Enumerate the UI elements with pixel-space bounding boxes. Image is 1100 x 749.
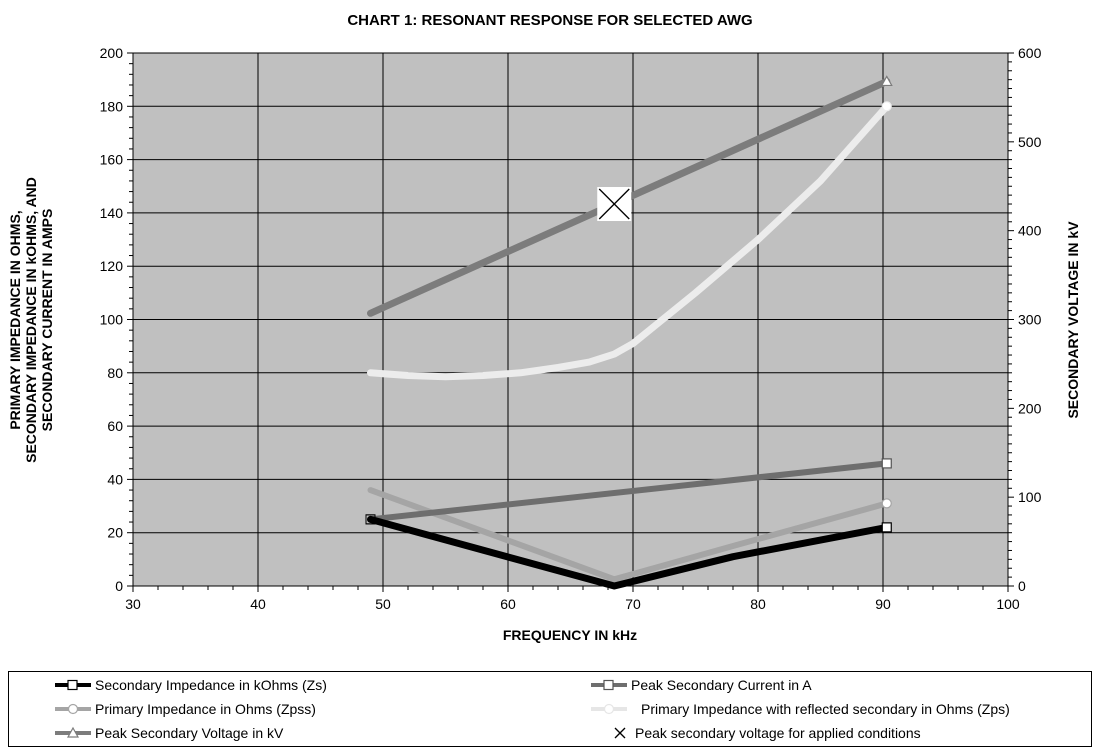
legend-label-primary-impedance: Primary Impedance in Ohms (Zpss) — [95, 701, 316, 717]
x-tick-label: 60 — [500, 596, 516, 612]
y-left-tick-label: 60 — [107, 418, 123, 434]
legend: Secondary Impedance in kOhms (Zs) Peak S… — [8, 671, 1092, 747]
legend-x-marker-icon — [614, 727, 626, 739]
y-right-tick-label: 100 — [1018, 489, 1042, 505]
series-marker-triangle — [880, 75, 893, 87]
y-right-tick-label: 300 — [1018, 312, 1042, 328]
axis-ticks: 30 40 50 60 70 80 90 100 0 20 40 60 80 100 120 140 160 18… — [100, 45, 1042, 612]
y-left-tick-label: 140 — [100, 205, 124, 221]
y-right-label-group: SECONDARY VOLTAGE IN kV — [1065, 221, 1081, 419]
y-left-tick-label: 20 — [107, 525, 123, 541]
series-marker-circle — [881, 498, 892, 509]
y-right-tick-label: 200 — [1018, 400, 1042, 416]
legend-label-peak-secondary-current: Peak Secondary Current in A — [631, 677, 812, 693]
series-line-3 — [367, 102, 891, 381]
x-tick-label: 100 — [996, 596, 1020, 612]
y-right-tick-label: 400 — [1018, 223, 1042, 239]
y-left-tick-label: 100 — [100, 312, 124, 328]
legend-item-peak-secondary-voltage: Peak Secondary Voltage in kV — [53, 722, 283, 744]
legend-item-secondary-impedance: Secondary Impedance in kOhms (Zs) — [53, 674, 327, 696]
y-left-tick-label: 40 — [107, 471, 123, 487]
y-left-label-group: PRIMARY IMPEDANCE IN OHMS, SECONDARY IMP… — [7, 177, 55, 463]
y-left-tick-label: 200 — [100, 45, 124, 61]
y-left-tick-label: 160 — [100, 152, 124, 168]
x-tick-label: 80 — [750, 596, 766, 612]
chart-title: CHART 1: RESONANT RESPONSE FOR SELECTED … — [347, 12, 752, 29]
y-right-tick-label: 600 — [1018, 45, 1042, 61]
y-left-label-line-1: PRIMARY IMPEDANCE IN OHMS, — [7, 210, 23, 429]
y-left-label-line-2: SECONDARY IMPEDANCE IN kOHMS, AND — [23, 177, 39, 463]
x-tick-label: 40 — [250, 596, 266, 612]
x-tick-label: 50 — [375, 596, 391, 612]
legend-label-applied-conditions: Peak secondary voltage for applied condi… — [635, 725, 921, 741]
y-right-tick-label: 500 — [1018, 134, 1042, 150]
legend-line-triangle-gray-icon — [55, 726, 91, 738]
x-tick-label: 30 — [125, 596, 141, 612]
legend-line-circle-gray-icon — [55, 703, 91, 715]
y-left-tick-label: 80 — [107, 365, 123, 381]
legend-item-primary-impedance: Primary Impedance in Ohms (Zpss) — [53, 698, 316, 720]
legend-item-peak-secondary-current: Peak Secondary Current in A — [589, 674, 812, 696]
x-tick-label: 70 — [625, 596, 641, 612]
y-left-tick-label: 180 — [100, 98, 124, 114]
series-layer — [365, 75, 893, 590]
series-marker-square — [881, 522, 892, 533]
legend-label-secondary-impedance: Secondary Impedance in kOhms (Zs) — [95, 677, 327, 693]
series-marker-square — [881, 458, 892, 469]
y-left-tick-label: 0 — [115, 578, 123, 594]
chart: CHART 1: RESONANT RESPONSE FOR SELECTED … — [7, 12, 1081, 643]
x-axis-label: FREQUENCY IN kHz — [503, 627, 637, 643]
legend-line-square-darkgray-icon — [591, 679, 627, 691]
y-right-tick-label: 0 — [1018, 578, 1026, 594]
legend-label-primary-impedance-reflected: Primary Impedance with reflected seconda… — [641, 701, 1010, 717]
y-right-label: SECONDARY VOLTAGE IN kV — [1065, 221, 1081, 419]
applied-conditions-marker-x-stroke — [598, 188, 630, 220]
y-left-label-line-3: SECONDARY CURRENT IN AMPS — [39, 209, 55, 432]
series-line-0 — [367, 515, 891, 590]
gridlines — [133, 53, 1008, 586]
series-marker-circle — [881, 101, 892, 112]
legend-line-circle-lightgray-icon — [591, 703, 627, 715]
legend-item-applied-conditions: Peak secondary voltage for applied condi… — [589, 722, 921, 744]
y-left-tick-label: 120 — [100, 258, 124, 274]
legend-item-primary-impedance-reflected: Primary Impedance with reflected seconda… — [589, 698, 1010, 720]
legend-label-peak-secondary-voltage: Peak Secondary Voltage in kV — [95, 725, 284, 741]
legend-line-square-black-icon — [55, 679, 91, 691]
series-marker-square-start — [365, 514, 376, 525]
x-tick-label: 90 — [875, 596, 891, 612]
series-line-1 — [367, 460, 890, 523]
series-line-2 — [367, 487, 890, 583]
